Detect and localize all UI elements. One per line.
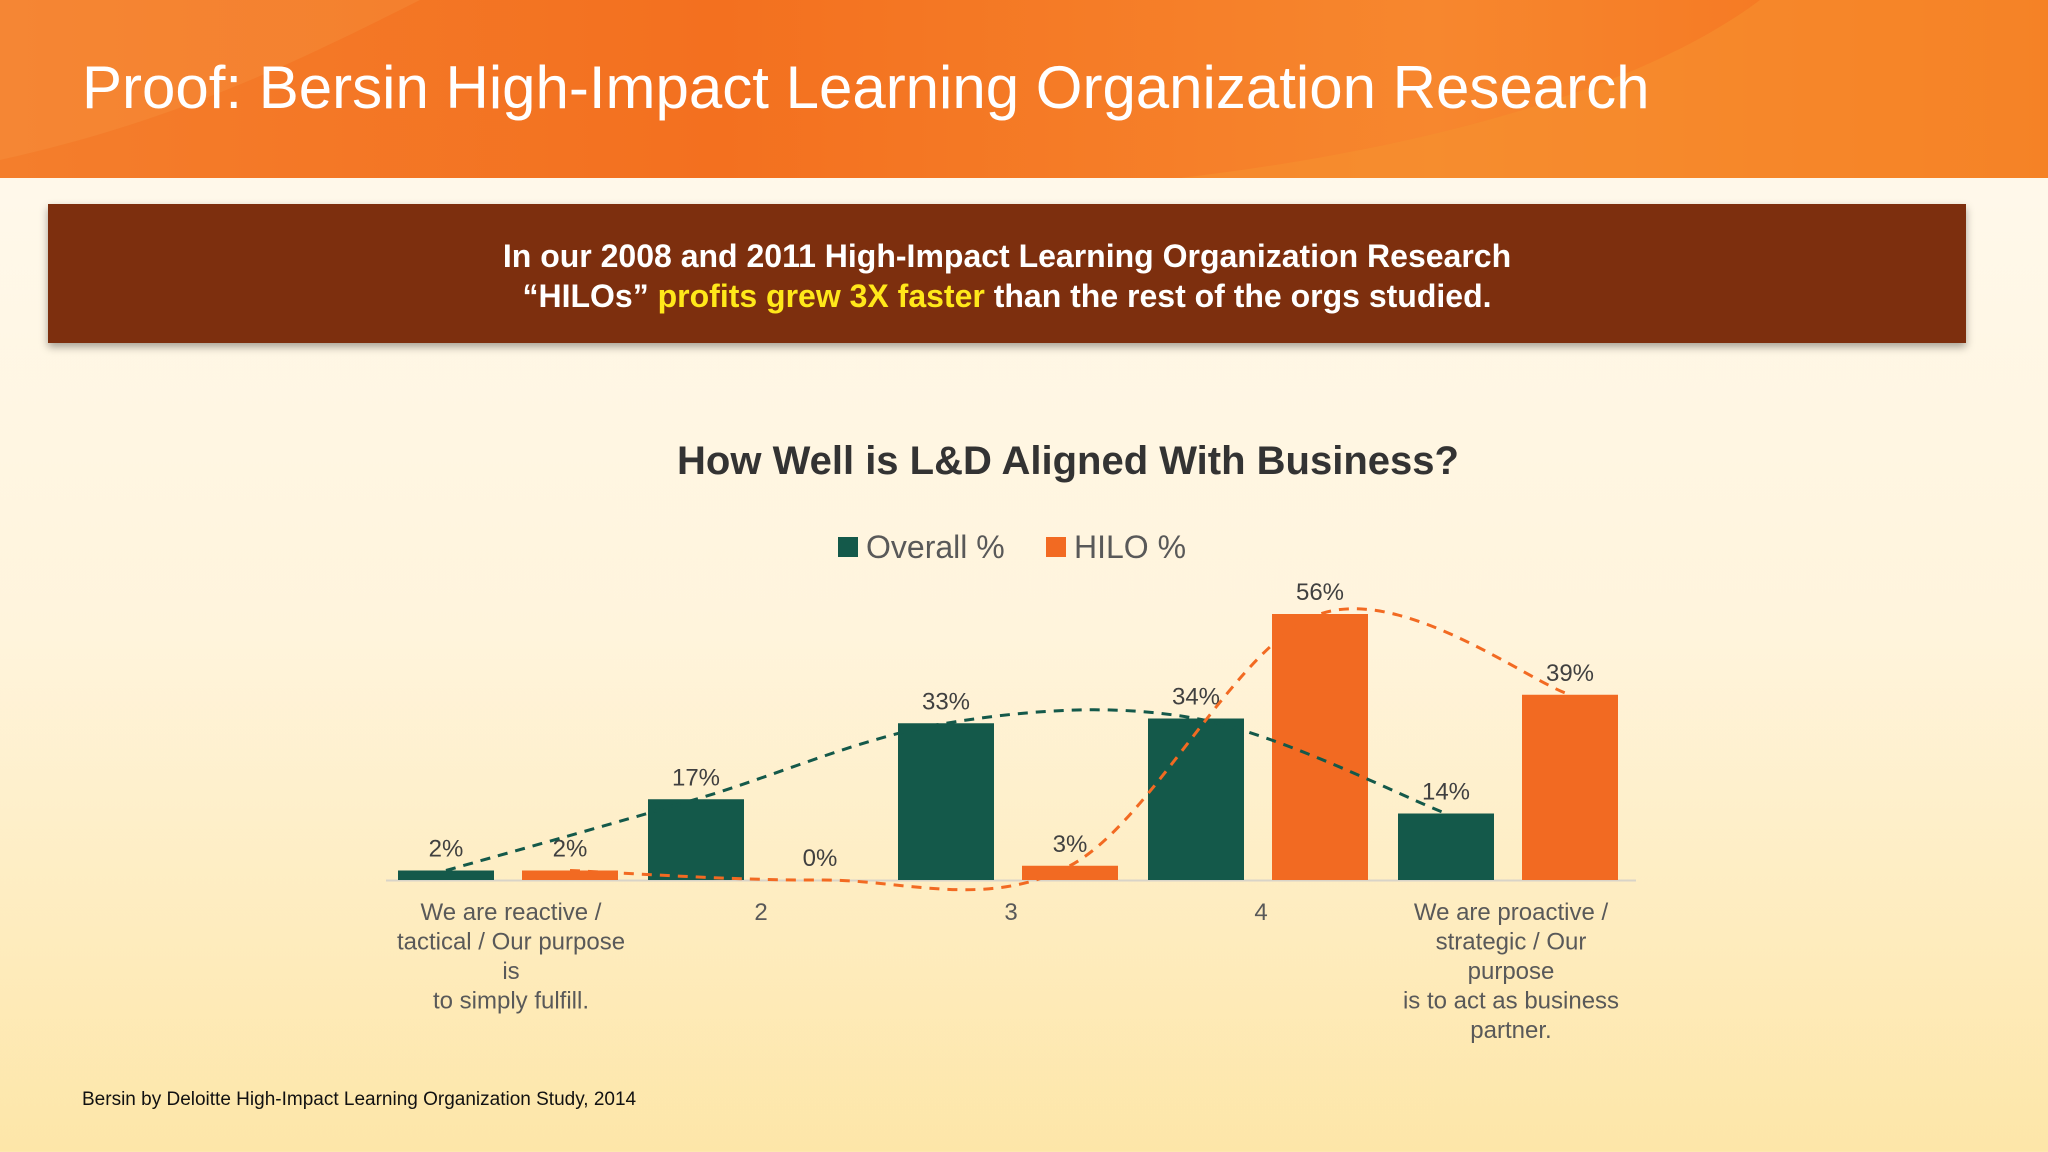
bar-overall-4 [1148, 718, 1244, 880]
category-label-line: partner. [1470, 1017, 1551, 1044]
banner-line-2: “HILOs” profits grew 3X faster than the … [48, 276, 1966, 316]
bar-hilo-5 [1522, 694, 1618, 880]
banner-highlight: profits grew 3X faster [657, 278, 985, 314]
category-label-line: 3 [1004, 899, 1017, 926]
bar-overall-3 [898, 723, 994, 880]
banner-line-1: In our 2008 and 2011 High-Impact Learnin… [502, 238, 1512, 274]
category-label-3: 3 [1004, 899, 1017, 926]
category-label-1: We are reactive / tactical / Our purpose i… [397, 899, 625, 1015]
slide-header: Proof: Bersin High-Impact Learning Organ… [0, 0, 2048, 178]
bar-overall-2 [648, 799, 744, 880]
data-label-hilo-4: 56% [1296, 579, 1344, 606]
data-label-overall-2: 17% [672, 764, 720, 791]
legend-label-hilo: HILO % [1074, 529, 1186, 565]
legend-label-overall: Overall % [866, 529, 1005, 565]
category-label-5: We are proactive / strategic / Our purpose… [1403, 899, 1619, 1044]
data-label-overall-1: 2% [429, 836, 464, 863]
legend-swatch-overall [838, 537, 858, 557]
data-label-hilo-3: 3% [1053, 831, 1088, 858]
bar-overall-5 [1398, 813, 1494, 880]
source-citation: Bersin by Deloitte High-Impact Learning … [82, 1089, 637, 1110]
category-label-2: 2 [754, 899, 767, 926]
category-label-line: strategic / Our [1436, 929, 1587, 956]
category-label-line: We are proactive / [1414, 899, 1609, 926]
trendline-overall [445, 708, 1447, 872]
category-label-line: purpose [1468, 958, 1555, 985]
bar-overall-1 [398, 870, 494, 880]
bar-hilo-1 [522, 870, 618, 880]
category-label-line: to simply fulfill. [433, 988, 589, 1015]
banner-line-2-suffix: than the rest of the orgs studied. [984, 278, 1492, 314]
category-label-line: is [502, 958, 519, 985]
banner-line-2-prefix: “HILOs” [522, 278, 658, 314]
key-finding-banner: In our 2008 and 2011 High-Impact Learnin… [48, 204, 1966, 343]
header-swoosh-decoration [0, 0, 2048, 178]
chart-title: How Well is L&D Aligned With Business? [677, 439, 1459, 483]
category-label-line: 4 [1254, 899, 1267, 926]
bar-hilo-3 [1022, 865, 1118, 880]
category-label-line: tactical / Our purpose [397, 929, 625, 956]
category-label-line: is to act as business [1403, 988, 1619, 1015]
data-label-hilo-2: 0% [803, 845, 838, 872]
trendline-hilo [569, 607, 1571, 892]
category-label-line: 2 [754, 899, 767, 926]
data-label-overall-5: 14% [1422, 779, 1470, 806]
data-label-overall-3: 33% [922, 688, 970, 715]
slide-title: Proof: Bersin High-Impact Learning Organ… [82, 54, 1650, 121]
data-label-overall-4: 34% [1172, 684, 1220, 711]
category-label-4: 4 [1254, 899, 1267, 926]
data-label-hilo-5: 39% [1546, 660, 1594, 687]
legend-swatch-hilo [1046, 537, 1066, 557]
category-label-line: We are reactive / [421, 899, 602, 926]
